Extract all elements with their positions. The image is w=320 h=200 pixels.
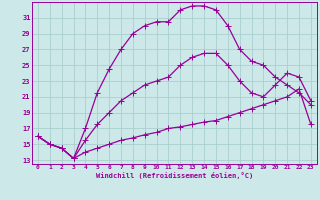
X-axis label: Windchill (Refroidissement éolien,°C): Windchill (Refroidissement éolien,°C) (96, 172, 253, 179)
